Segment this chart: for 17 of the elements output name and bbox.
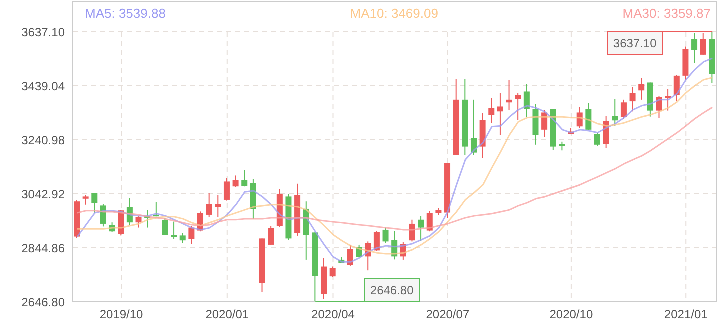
x-tick-label: 2020/10 [550, 308, 594, 322]
y-tick-label: 3637.10 [22, 25, 66, 40]
y-tick-label: 3240.98 [22, 133, 66, 148]
annotation: 2646.80 [370, 284, 414, 298]
annotation: 3637.10 [613, 36, 658, 50]
y-tick-label: 2646.80 [22, 295, 66, 310]
text: MA5: 3539.88 [85, 6, 166, 21]
x-tick-label: 2020/01 [206, 308, 250, 322]
x-tick-label: 2020/07 [426, 308, 470, 322]
text: MA10: 3469.09 [350, 6, 438, 21]
y-tick-label: 3439.04 [22, 79, 66, 94]
x-tick-label: 2019/10 [100, 308, 144, 322]
x-tick-label: 2021/01 [664, 308, 708, 322]
y-tick-label: 3042.92 [22, 187, 66, 202]
x-tick-label: 2020/04 [312, 308, 356, 322]
text: MA30: 3359.87 [622, 6, 711, 21]
y-tick-label: 2844.86 [22, 241, 66, 256]
